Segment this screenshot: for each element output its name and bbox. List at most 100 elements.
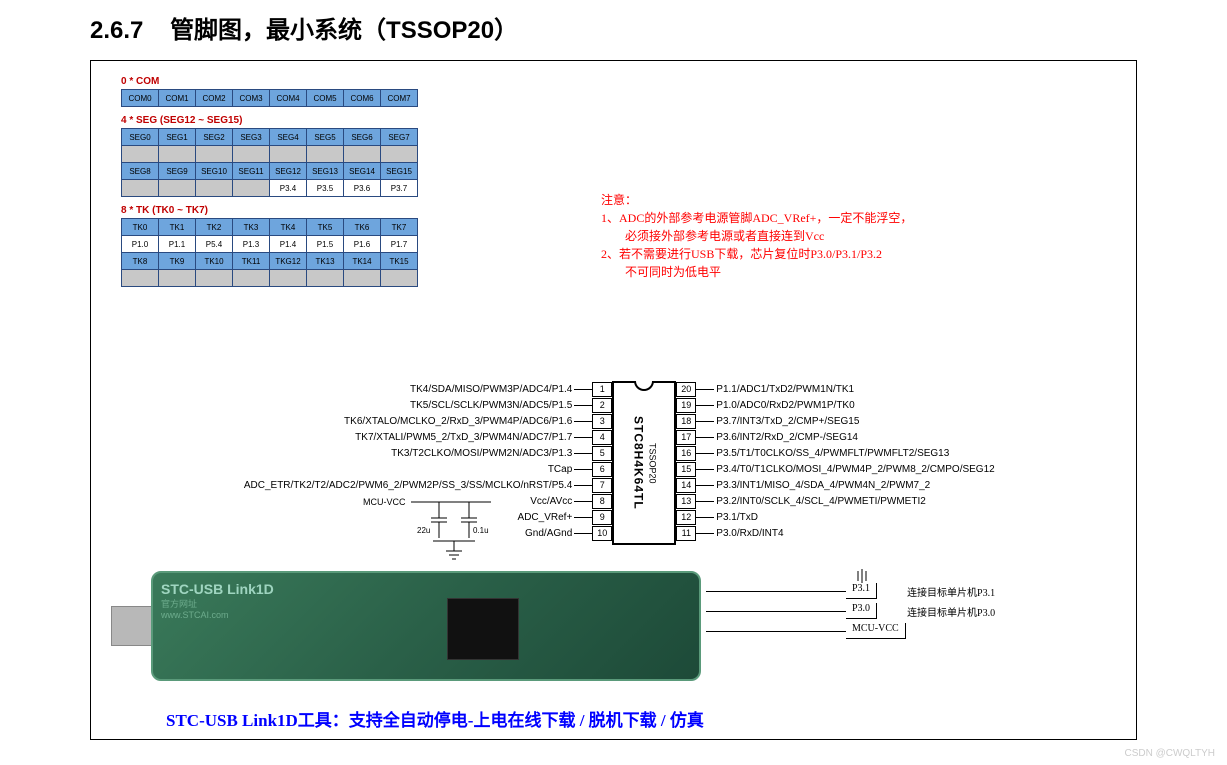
pin-function: P3.0/RxD/INT4 bbox=[714, 528, 783, 539]
notice-head: 注意： bbox=[601, 191, 912, 209]
notice-line: 不可同时为低电平 bbox=[601, 263, 912, 281]
reg-cell: TK10 bbox=[196, 253, 233, 270]
reg-cell: TK15 bbox=[381, 253, 418, 270]
device-title: STC-USB Link1D bbox=[161, 581, 691, 597]
pin-number: 2 bbox=[592, 398, 612, 413]
pin-row: 16 P3.5/T1/T0CLKO/SS_4/PWMFLT/PWMFLT2/SEG… bbox=[676, 445, 994, 461]
reg-table: COM0COM1COM2COM3COM4COM5COM6COM7 bbox=[121, 89, 418, 107]
pin-number: 11 bbox=[676, 526, 696, 541]
watermark: CSDN @CWQLTYH bbox=[1124, 748, 1215, 759]
reg-cell: SEG0 bbox=[122, 129, 159, 146]
pin-number: 1 bbox=[592, 382, 612, 397]
chip-body: STC8H4K64TL TSSOP20 bbox=[612, 381, 676, 545]
reg-cell bbox=[381, 270, 418, 287]
reg-cell: P5.4 bbox=[196, 236, 233, 253]
reg-cell: TK5 bbox=[307, 219, 344, 236]
reg-cell: P3.5 bbox=[307, 180, 344, 197]
reg-cell: COM4 bbox=[270, 90, 307, 107]
pin-function: TK3/T2CLKO/MOSI/PWM2N/ADC3/P1.3 bbox=[232, 448, 574, 459]
conn-pin: P3.0 bbox=[846, 603, 877, 619]
reg-cell bbox=[159, 270, 196, 287]
pin-number: 16 bbox=[676, 446, 696, 461]
pin-number: 17 bbox=[676, 430, 696, 445]
reg-cell: COM3 bbox=[233, 90, 270, 107]
pin-row: 12P3.1/TxD bbox=[676, 509, 994, 525]
pin-number: 20 bbox=[676, 382, 696, 397]
pin-function: TK6/XTALO/MCLKO_2/RxD_3/PWM4P/ADC6/P1.6 bbox=[232, 416, 574, 427]
reg-cell: SEG11 bbox=[233, 163, 270, 180]
ic-chip bbox=[447, 598, 519, 660]
pin-row: 14P3.3/INT1/MISO_4/SDA_4/PWM4N_2/PWM7_2 bbox=[676, 477, 994, 493]
reg-title: 0 * COM bbox=[121, 76, 1106, 87]
reg-cell: TK7 bbox=[381, 219, 418, 236]
reg-cell: COM1 bbox=[159, 90, 196, 107]
pin-row: 20 P1.1/ADC1/TxD2/PWM1N/TK1 bbox=[676, 381, 994, 397]
notice-line: 必须接外部参考电源或者直接连到Vcc bbox=[601, 227, 912, 245]
pin-row: 18P3.7/INT3/TxD_2/CMP+/SEG15 bbox=[676, 413, 994, 429]
reg-cell bbox=[344, 270, 381, 287]
pin-row: TK4/SDA/MISO/PWM3P/ADC4/P1.4 1 bbox=[232, 381, 612, 397]
pin-function: P3.2/INT0/SCLK_4/SCL_4/PWMETI/PWMETI2 bbox=[714, 496, 926, 507]
reg-cell: SEG12 bbox=[270, 163, 307, 180]
reg-cell bbox=[122, 270, 159, 287]
reg-cell: TK14 bbox=[344, 253, 381, 270]
pin-function: ADC_ETR/TK2/T2/ADC2/PWM6_2/PWM2P/SS_3/SS… bbox=[232, 480, 574, 491]
pin-row: TK5/SCL/SCLK/PWM3N/ADC5/P1.5 2 bbox=[232, 397, 612, 413]
device-body: STC-USB Link1D 官方网址 www.STCAI.com bbox=[151, 571, 701, 681]
reg-cell: TK13 bbox=[307, 253, 344, 270]
pin-number: 8 bbox=[592, 494, 612, 509]
pin-row: 19P1.0/ADC0/RxD2/PWM1P/TK0 bbox=[676, 397, 994, 413]
device-sub: www.STCAI.com bbox=[161, 610, 691, 620]
pin-function: P1.0/ADC0/RxD2/PWM1P/TK0 bbox=[714, 400, 854, 411]
reg-cell: P3.4 bbox=[270, 180, 307, 197]
pin-function: P1.1/ADC1/TxD2/PWM1N/TK1 bbox=[714, 384, 854, 395]
pin-function: TK5/SCL/SCLK/PWM3N/ADC5/P1.5 bbox=[232, 400, 574, 411]
reg-cell: P3.7 bbox=[381, 180, 418, 197]
section-heading: 2.6.7 管脚图，最小系统（TSSOP20） bbox=[90, 10, 1137, 45]
conn-row: MCU-VCC bbox=[706, 621, 995, 641]
reg-cell: TK6 bbox=[344, 219, 381, 236]
chip-notch bbox=[634, 381, 654, 391]
pin-function: P3.5/T1/T0CLKO/SS_4/PWMFLT/PWMFLT2/SEG13 bbox=[714, 448, 949, 459]
reg-cell: TK0 bbox=[122, 219, 159, 236]
reg-cell: TK2 bbox=[196, 219, 233, 236]
reg-cell: COM5 bbox=[307, 90, 344, 107]
notice-block: 注意： 1、ADC的外部参考电源管脚ADC_VRef+，一定不能浮空， 必须接外… bbox=[601, 191, 912, 281]
reg-cell: P1.0 bbox=[122, 236, 159, 253]
conn-pin: P3.1 bbox=[846, 583, 877, 599]
pin-number: 13 bbox=[676, 494, 696, 509]
reg-cell bbox=[270, 146, 307, 163]
reg-cell: TK4 bbox=[270, 219, 307, 236]
pin-function: TK4/SDA/MISO/PWM3P/ADC4/P1.4 bbox=[232, 384, 574, 395]
conn-row: P3.0 连接目标单片机P3.0 bbox=[706, 601, 995, 621]
conn-pin: MCU-VCC bbox=[846, 623, 906, 639]
reg-cell: TKG12 bbox=[270, 253, 307, 270]
pin-row: TK3/T2CLKO/MOSI/PWM2N/ADC3/P1.35 bbox=[232, 445, 612, 461]
pin-number: 3 bbox=[592, 414, 612, 429]
reg-cell: SEG1 bbox=[159, 129, 196, 146]
pin-row: 15P3.4/T0/T1CLKO/MOSI_4/PWM4P_2/PWM8_2/C… bbox=[676, 461, 994, 477]
reg-cell: SEG10 bbox=[196, 163, 233, 180]
pin-function: P3.7/INT3/TxD_2/CMP+/SEG15 bbox=[714, 416, 859, 427]
reg-cell: SEG9 bbox=[159, 163, 196, 180]
reg-cell bbox=[381, 146, 418, 163]
reg-cell: TK1 bbox=[159, 219, 196, 236]
programmer-device: STC-USB Link1D 官方网址 www.STCAI.com bbox=[141, 561, 701, 691]
pin-number: 4 bbox=[592, 430, 612, 445]
notice-line: 2、若不需要进行USB下载，芯片复位时P3.0/P3.1/P3.2 bbox=[601, 245, 912, 263]
reg-cell: COM6 bbox=[344, 90, 381, 107]
section-number: 2.6.7 bbox=[90, 17, 143, 44]
pin-number: 6 bbox=[592, 462, 612, 477]
conn-desc: 连接目标单片机P3.0 bbox=[907, 604, 995, 619]
pin-row: TK6/XTALO/MCLKO_2/RxD_3/PWM4P/ADC6/P1.6 3 bbox=[232, 413, 612, 429]
reg-cell: SEG7 bbox=[381, 129, 418, 146]
reg-cell: COM2 bbox=[196, 90, 233, 107]
reg-cell bbox=[233, 270, 270, 287]
reg-cell bbox=[344, 146, 381, 163]
pin-function: TCap bbox=[232, 464, 574, 475]
reg-cell: SEG6 bbox=[344, 129, 381, 146]
reg-cell: SEG13 bbox=[307, 163, 344, 180]
reg-title: 4 * SEG (SEG12 ~ SEG15) bbox=[121, 115, 1106, 126]
reg-cell: COM0 bbox=[122, 90, 159, 107]
svg-text:22u: 22u bbox=[417, 526, 430, 535]
